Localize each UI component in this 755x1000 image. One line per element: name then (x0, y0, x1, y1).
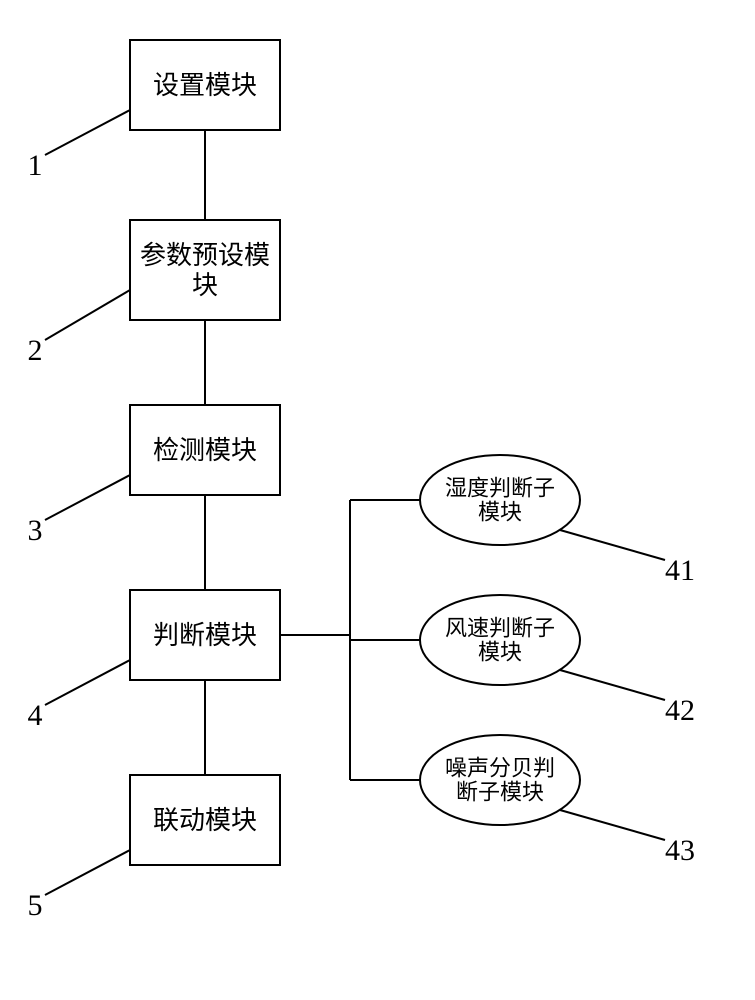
box-label-b3-line0: 检测模块 (153, 436, 257, 465)
box-label-b2-line1: 块 (192, 271, 218, 300)
box-label-b4-line0: 判断模块 (153, 621, 257, 650)
box-label-b2-line0: 参数预设模 (140, 241, 270, 270)
leader-number-43: 43 (665, 834, 695, 867)
ellipse-label-e41-line1: 模块 (478, 500, 522, 525)
leader-number-5: 5 (28, 889, 43, 922)
leader-number-41: 41 (665, 554, 695, 587)
leader-number-1: 1 (28, 149, 43, 182)
leader-number-3: 3 (28, 514, 43, 547)
leader-number-4: 4 (28, 699, 43, 732)
leader-number-2: 2 (28, 334, 43, 367)
ellipse-label-e42-line1: 模块 (478, 640, 522, 665)
leader-number-42: 42 (665, 694, 695, 727)
ellipse-label-e41-line0: 湿度判断子 (445, 476, 555, 501)
diagram-canvas: 设置模块参数预设模块检测模块判断模块联动模块湿度判断子模块风速判断子模块噪声分贝… (0, 0, 755, 1000)
ellipse-label-e43-line1: 断子模块 (456, 780, 544, 805)
ellipse-label-e42-line0: 风速判断子 (445, 616, 555, 641)
box-label-b5-line0: 联动模块 (153, 806, 257, 835)
ellipse-label-e43-line0: 噪声分贝判 (445, 756, 555, 781)
box-label-b1-line0: 设置模块 (153, 71, 257, 100)
